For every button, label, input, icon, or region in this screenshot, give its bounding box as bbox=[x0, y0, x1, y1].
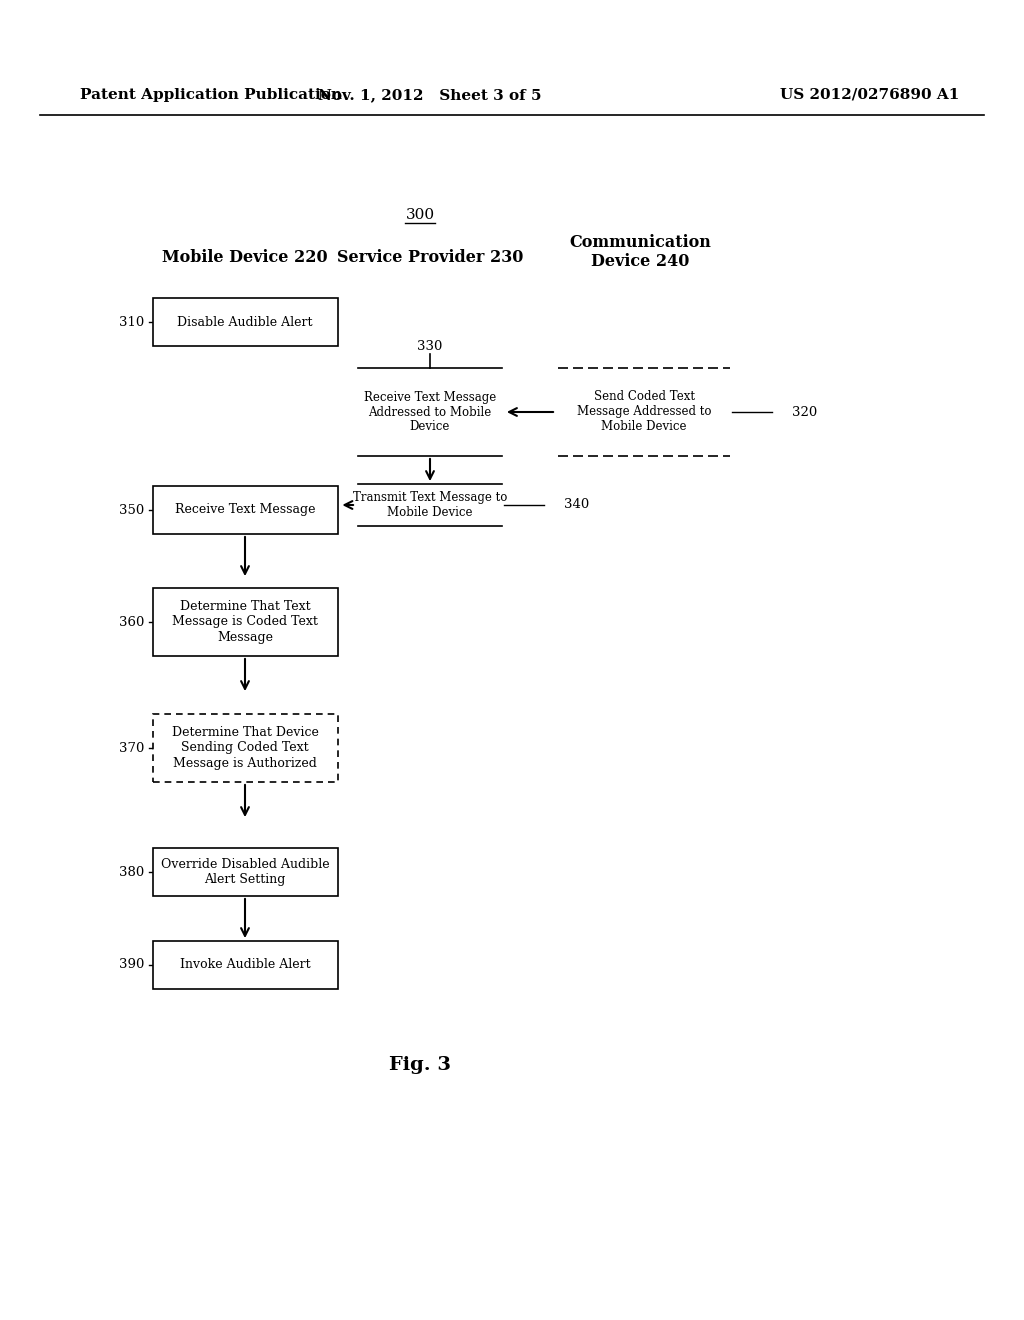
Text: Nov. 1, 2012   Sheet 3 of 5: Nov. 1, 2012 Sheet 3 of 5 bbox=[318, 88, 542, 102]
Text: Disable Audible Alert: Disable Audible Alert bbox=[177, 315, 312, 329]
Text: Receive Text Message
Addressed to Mobile
Device: Receive Text Message Addressed to Mobile… bbox=[364, 391, 496, 433]
Bar bbox=[153, 587, 338, 656]
Text: Communication
Device 240: Communication Device 240 bbox=[569, 234, 711, 271]
Text: Determine That Text
Message is Coded Text
Message: Determine That Text Message is Coded Tex… bbox=[172, 601, 317, 644]
Bar bbox=[153, 486, 338, 535]
Text: 330: 330 bbox=[418, 339, 442, 352]
Text: 370: 370 bbox=[119, 742, 144, 755]
Bar bbox=[153, 714, 338, 781]
Bar bbox=[153, 941, 338, 989]
Text: Receive Text Message: Receive Text Message bbox=[175, 503, 315, 516]
Text: Mobile Device 220: Mobile Device 220 bbox=[162, 249, 328, 267]
Text: Determine That Device
Sending Coded Text
Message is Authorized: Determine That Device Sending Coded Text… bbox=[172, 726, 318, 770]
Text: Patent Application Publication: Patent Application Publication bbox=[80, 88, 342, 102]
Text: US 2012/0276890 A1: US 2012/0276890 A1 bbox=[780, 88, 959, 102]
Text: Override Disabled Audible
Alert Setting: Override Disabled Audible Alert Setting bbox=[161, 858, 330, 886]
Text: Transmit Text Message to
Mobile Device: Transmit Text Message to Mobile Device bbox=[353, 491, 507, 519]
Text: 380: 380 bbox=[119, 866, 144, 879]
Text: Fig. 3: Fig. 3 bbox=[389, 1056, 451, 1074]
Text: 320: 320 bbox=[792, 405, 817, 418]
Text: 310: 310 bbox=[119, 315, 144, 329]
Text: 340: 340 bbox=[564, 499, 589, 511]
Text: Service Provider 230: Service Provider 230 bbox=[337, 249, 523, 267]
Bar bbox=[153, 298, 338, 346]
Text: 360: 360 bbox=[119, 615, 144, 628]
Bar bbox=[153, 847, 338, 896]
Text: Invoke Audible Alert: Invoke Audible Alert bbox=[179, 958, 310, 972]
Text: Send Coded Text
Message Addressed to
Mobile Device: Send Coded Text Message Addressed to Mob… bbox=[577, 391, 712, 433]
Text: 390: 390 bbox=[119, 958, 144, 972]
Text: 350: 350 bbox=[119, 503, 144, 516]
Text: 300: 300 bbox=[406, 209, 434, 222]
